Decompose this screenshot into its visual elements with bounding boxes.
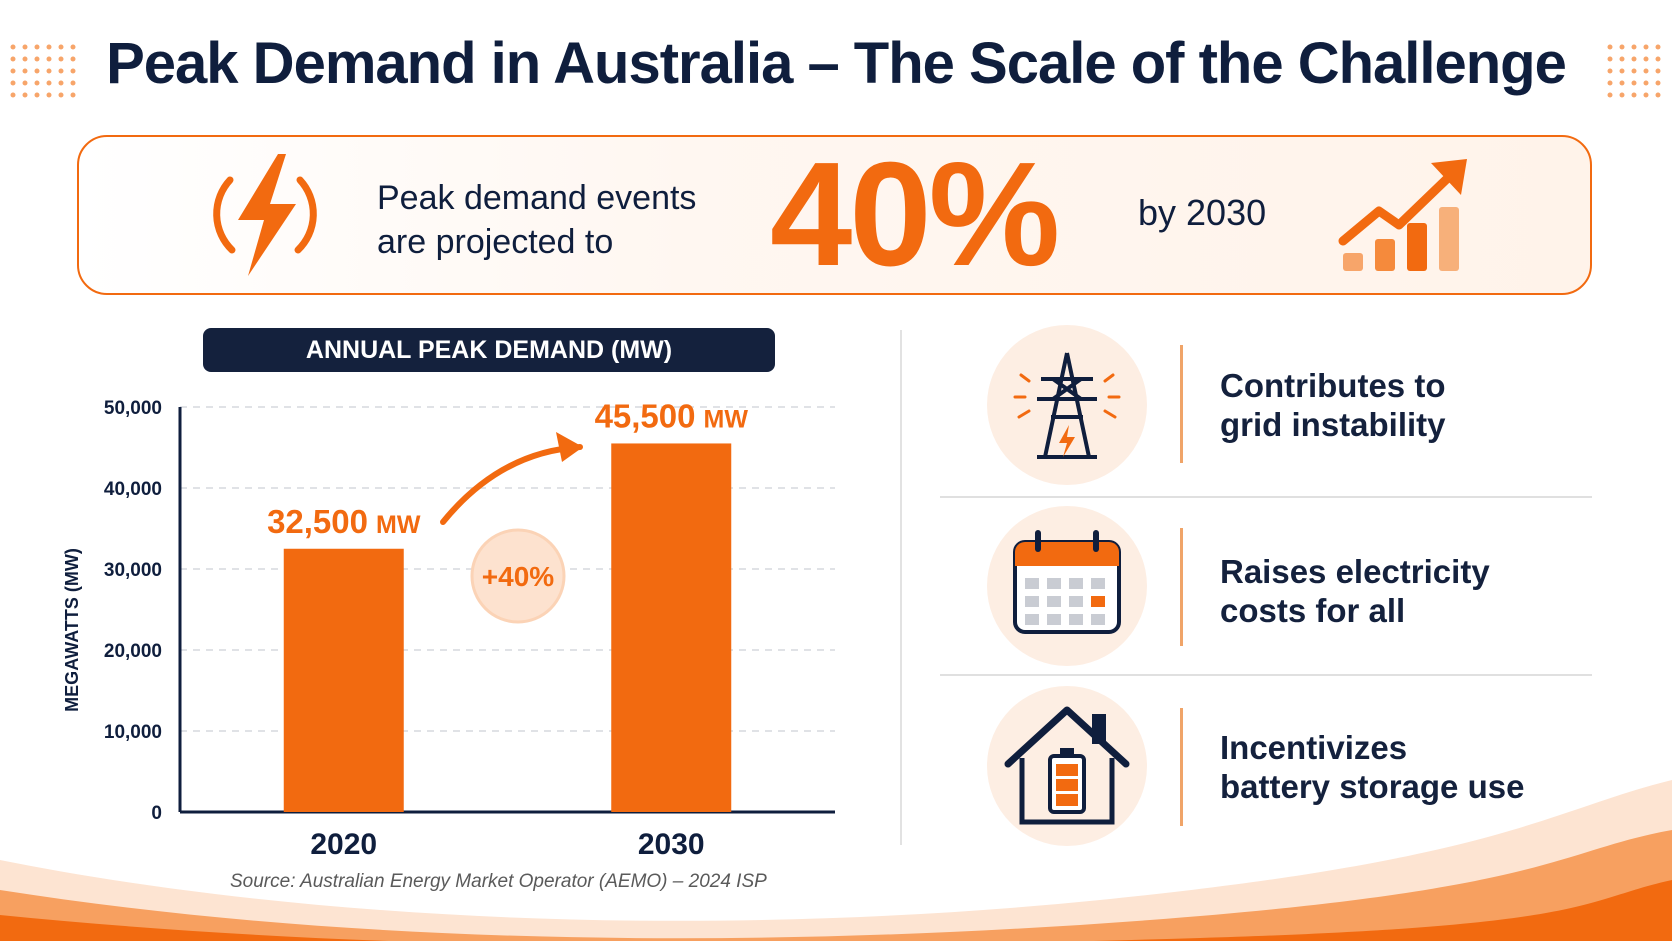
item-line2: costs for all <box>1220 592 1406 629</box>
y-tick-label: 40,000 <box>104 479 162 500</box>
item-grid-instability: Contributes to grid instability <box>1220 366 1446 444</box>
item-line2: battery storage use <box>1220 768 1525 805</box>
banner-suffix: by 2030 <box>1138 192 1267 233</box>
bar-2020 <box>283 548 404 812</box>
y-tick-label: 50,000 <box>104 398 162 419</box>
y-tick-label: 10,000 <box>104 722 162 743</box>
item-line2: grid instability <box>1220 406 1446 443</box>
decorative-dots-left <box>10 44 76 98</box>
bar-2030 <box>611 443 732 812</box>
item-accent-bar <box>1180 528 1183 646</box>
x-tick-label: 2030 <box>638 828 705 860</box>
vertical-divider <box>900 330 902 845</box>
y-tick-label: 30,000 <box>104 560 162 581</box>
row-separator <box>940 674 1592 676</box>
calendar-icon <box>1013 530 1121 634</box>
banner-text-line2: are projected to <box>377 223 614 261</box>
item-accent-bar <box>1180 708 1183 826</box>
row-separator <box>940 496 1592 498</box>
lightning-bolt-icon <box>213 154 317 276</box>
growth-arrow <box>440 444 583 525</box>
bar-chart: 0 10,000 20,000 30,000 40,000 50,000 MEGAWATT… <box>62 397 835 860</box>
y-axis-label: MEGAWATTS (MW) <box>62 548 82 712</box>
change-badge <box>470 528 566 624</box>
bar-value-label: 32,500 MW <box>267 503 421 540</box>
item-battery-storage: Incentivizes battery storage use <box>1220 728 1524 806</box>
change-badge-label: +40% <box>482 561 554 592</box>
growth-arrow-head <box>556 432 583 462</box>
transmission-tower-icon <box>1013 352 1121 459</box>
bar-value-label: 45,500 MW <box>595 397 749 434</box>
banner-text: Peak demand events are projected to <box>377 176 696 264</box>
x-tick-label: 2020 <box>310 828 377 860</box>
decorative-dots-right <box>1607 44 1661 98</box>
y-tick-label: 20,000 <box>104 641 162 662</box>
item-electricity-costs: Raises electricity costs for all <box>1220 552 1490 630</box>
item-line1: Contributes to <box>1220 367 1446 404</box>
item-accent-bar <box>1180 345 1183 463</box>
page-title: Peak Demand in Australia – The Scale of … <box>106 31 1567 96</box>
banner-percentage: 40% <box>770 132 1060 297</box>
banner-text-line1: Peak demand events <box>377 179 697 217</box>
headline-banner <box>77 135 1592 295</box>
house-battery-icon <box>1004 706 1130 825</box>
source-note: Source: Australian Energy Market Operato… <box>230 871 767 892</box>
item-line1: Incentivizes <box>1220 729 1408 766</box>
growth-chart-icon <box>1338 159 1467 271</box>
y-tick-label: 0 <box>151 803 162 824</box>
item-line1: Raises electricity <box>1220 553 1490 590</box>
decorative-wave <box>0 780 1672 941</box>
chart-title: ANNUAL PEAK DEMAND (MW) <box>203 328 775 372</box>
